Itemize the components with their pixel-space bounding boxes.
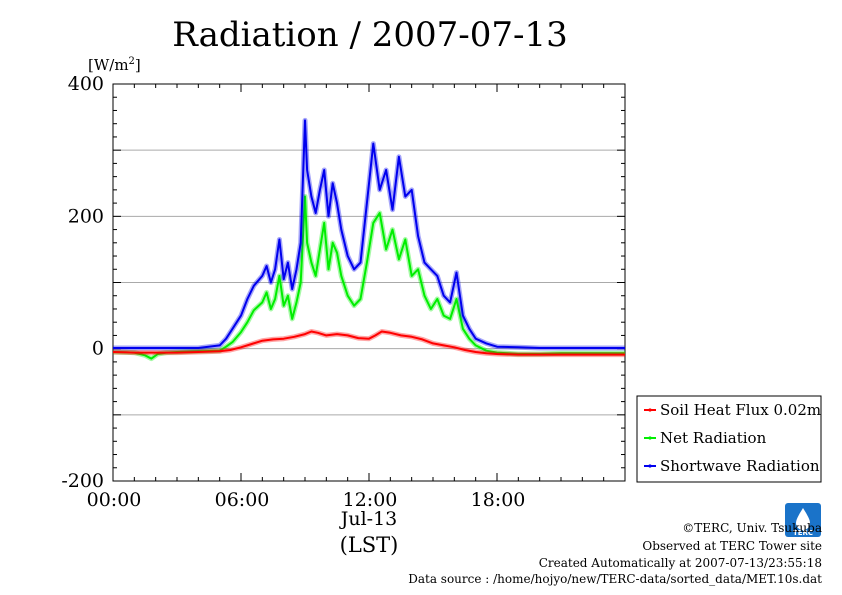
credit-copyright: ©TERC, Univ. Tsukuba: [682, 521, 822, 535]
series-line: [113, 119, 625, 349]
series-line-halo: [112, 329, 625, 358]
legend-marker: [648, 436, 652, 440]
chart-title: Radiation / 2007-07-13: [172, 15, 568, 55]
terc-logo: TERC: [785, 503, 821, 537]
x-tick-label: 18:00: [471, 489, 526, 511]
legend-items: Soil Heat Flux 0.02m Net Radiation Shortwa…: [644, 401, 821, 475]
legend-label: Soil Heat Flux 0.02m: [660, 401, 821, 419]
y-unit-base: [W/m: [88, 56, 129, 74]
y-axis-unit-label: [W/m2]: [88, 56, 141, 74]
logo-text: TERC: [793, 529, 813, 537]
legend-marker: [648, 464, 652, 468]
data-series: [112, 117, 625, 362]
axis-ticks: [112, 83, 626, 482]
x-tick-label: 06:00: [215, 489, 270, 511]
y-tick-label: 200: [68, 205, 104, 227]
legend-box: [636, 395, 822, 483]
legend-label: Net Radiation: [660, 429, 767, 447]
x-tick-labels: 00:00 06:00 12:00 18:00: [87, 489, 526, 511]
y-unit-superscript: 2: [129, 56, 135, 67]
y-tick-label: 0: [92, 338, 104, 360]
x-axis-date-label: Jul-13: [339, 508, 398, 530]
credit-observed: Observed at TERC Tower site: [642, 539, 822, 553]
series-line: [112, 195, 625, 360]
y-tick-labels: 400 200 0 -200: [61, 73, 104, 492]
legend-label: Shortwave Radiation: [660, 457, 820, 475]
legend-marker: [648, 408, 652, 412]
y-tick-label: -200: [61, 470, 104, 492]
series-line: [112, 330, 625, 356]
logo-drop-icon: [796, 508, 810, 530]
x-tick-label: 00:00: [87, 489, 142, 511]
legend: Soil Heat Flux 0.02m Net Radiation Shortwa…: [636, 395, 822, 483]
series-line-halo: [112, 194, 625, 362]
x-tick-label: 12:00: [343, 489, 398, 511]
credit-created: Created Automatically at 2007-07-13/23:5…: [539, 556, 822, 570]
y-unit-end: ]: [135, 56, 141, 74]
x-axis-timezone-label: (LST): [340, 533, 399, 557]
y-tick-label: 400: [68, 73, 104, 95]
credit-source: Data source : /home/hojyo/new/TERC-data/…: [408, 572, 822, 586]
